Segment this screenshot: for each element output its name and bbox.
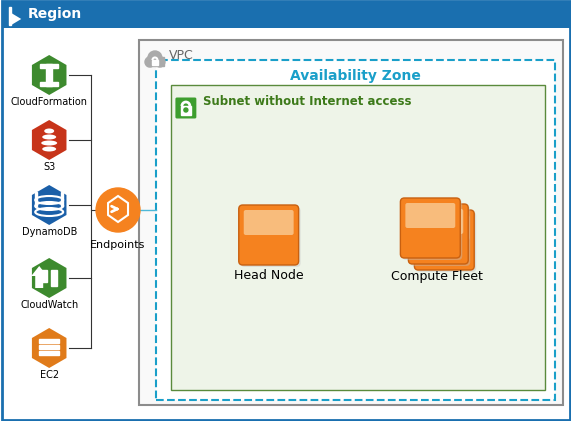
Bar <box>39 351 59 355</box>
Bar <box>9 7 11 25</box>
Polygon shape <box>32 328 66 368</box>
Circle shape <box>145 57 155 67</box>
Bar <box>39 345 59 349</box>
Bar <box>41 270 47 282</box>
Text: Endpoints: Endpoints <box>90 240 146 250</box>
Text: CloudWatch: CloudWatch <box>20 300 78 310</box>
Bar <box>171 85 545 390</box>
Bar <box>40 82 58 86</box>
Polygon shape <box>31 266 47 288</box>
Bar <box>147 57 164 66</box>
Text: EC2: EC2 <box>39 370 59 380</box>
Bar <box>51 270 57 286</box>
Text: VPC: VPC <box>169 48 194 61</box>
FancyBboxPatch shape <box>413 209 463 234</box>
FancyBboxPatch shape <box>419 215 469 240</box>
FancyBboxPatch shape <box>411 206 471 266</box>
FancyBboxPatch shape <box>415 210 475 270</box>
FancyBboxPatch shape <box>405 203 455 228</box>
Text: CloudFormation: CloudFormation <box>11 97 88 107</box>
FancyBboxPatch shape <box>400 198 460 258</box>
FancyBboxPatch shape <box>408 204 468 264</box>
Bar <box>46 64 52 86</box>
Text: Region: Region <box>28 7 82 21</box>
Ellipse shape <box>44 128 54 133</box>
Ellipse shape <box>42 134 56 139</box>
Bar <box>2 1 570 28</box>
Circle shape <box>155 57 165 67</box>
Circle shape <box>96 188 140 232</box>
Polygon shape <box>32 55 66 95</box>
FancyBboxPatch shape <box>244 210 293 235</box>
Bar <box>156 60 555 400</box>
FancyBboxPatch shape <box>403 200 463 260</box>
FancyBboxPatch shape <box>416 212 476 272</box>
Polygon shape <box>11 13 21 25</box>
Text: Subnet without Internet access: Subnet without Internet access <box>203 94 411 107</box>
Text: DynamoDB: DynamoDB <box>22 227 77 237</box>
Ellipse shape <box>42 147 56 152</box>
Polygon shape <box>32 258 66 298</box>
Text: Compute Fleet: Compute Fleet <box>391 270 483 283</box>
Text: Availability Zone: Availability Zone <box>290 69 421 83</box>
Ellipse shape <box>41 141 57 146</box>
Bar <box>39 339 59 343</box>
FancyBboxPatch shape <box>239 205 299 265</box>
Circle shape <box>184 108 188 112</box>
FancyBboxPatch shape <box>241 207 300 267</box>
FancyBboxPatch shape <box>175 98 196 118</box>
Polygon shape <box>32 185 66 225</box>
Polygon shape <box>32 120 66 160</box>
Bar <box>40 64 58 68</box>
Bar <box>181 106 191 115</box>
Bar <box>61 192 63 206</box>
Bar <box>139 40 563 405</box>
Text: Head Node: Head Node <box>234 269 304 282</box>
Text: S3: S3 <box>43 162 55 172</box>
Circle shape <box>148 51 162 65</box>
Bar <box>152 60 158 65</box>
Bar <box>35 192 37 206</box>
